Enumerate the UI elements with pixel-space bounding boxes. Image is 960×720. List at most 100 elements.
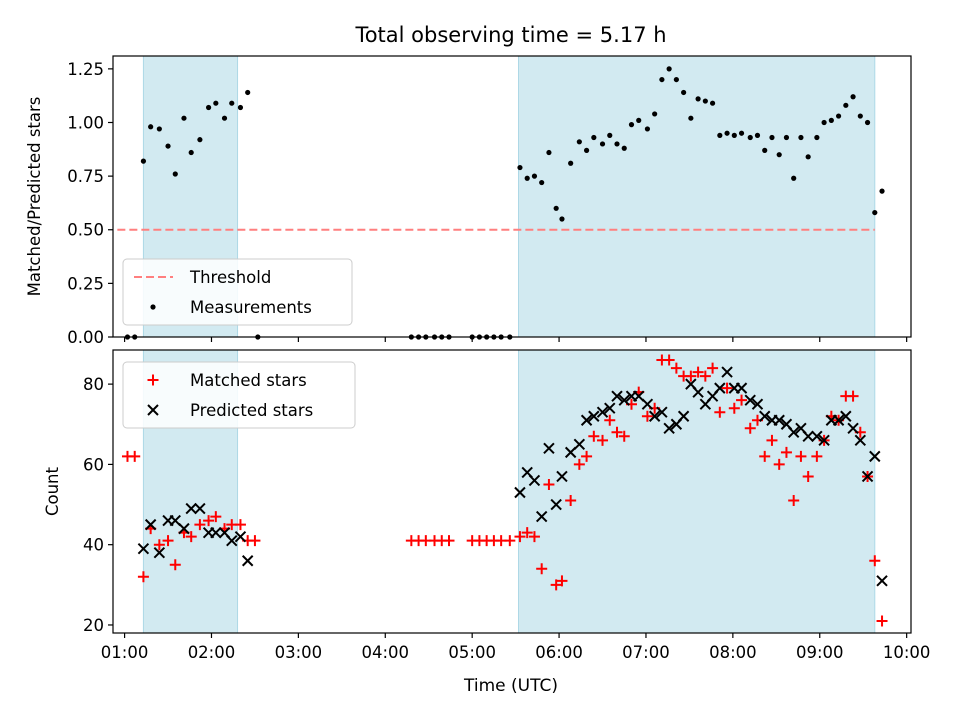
- matched-star-point: [773, 458, 785, 470]
- matched-star-point: [663, 354, 675, 366]
- x-tick-label: 04:00: [361, 643, 409, 662]
- predicted-star-point: [580, 414, 593, 426]
- measurement-point: [798, 134, 804, 141]
- measurement-point: [776, 152, 782, 158]
- measurement-point: [553, 205, 559, 211]
- measurement-point: [659, 76, 665, 83]
- matched-star-point: [869, 555, 881, 567]
- measurement-point: [872, 209, 878, 216]
- matched-star-point: [137, 571, 149, 583]
- y-tick-label: 0.25: [67, 274, 104, 293]
- legend-entry-label: Predicted stars: [190, 401, 313, 420]
- y-tick-label: 40: [83, 536, 104, 555]
- x-tick-label: 09:00: [796, 643, 844, 662]
- matched-star-point: [780, 446, 792, 458]
- matched-star-point: [714, 406, 726, 418]
- matched-star-point: [504, 535, 516, 547]
- matched-star-point: [234, 519, 246, 531]
- measurement-point: [636, 117, 642, 123]
- measurement-point: [599, 141, 606, 147]
- matched-star-point: [588, 430, 600, 442]
- matched-star-point: [550, 579, 562, 591]
- measurement-point: [695, 96, 701, 102]
- measurement-point: [197, 137, 203, 143]
- measurement-point: [709, 100, 716, 106]
- measurement-point: [237, 104, 244, 111]
- measurement-point: [172, 171, 178, 177]
- measurement-point: [843, 102, 849, 108]
- matched-star-point: [847, 390, 859, 402]
- predicted-star-point: [876, 575, 888, 587]
- matched-star-point: [728, 402, 740, 414]
- predicted-star-point: [847, 422, 859, 434]
- predicted-star-point: [573, 438, 586, 451]
- measurement-point: [156, 126, 162, 132]
- predicted-star-point: [633, 390, 645, 402]
- measurement-point: [205, 104, 212, 111]
- matched-star-point: [876, 615, 888, 627]
- predicted-star-point: [550, 498, 562, 511]
- matched-star-point: [802, 470, 814, 482]
- measurement-point: [524, 175, 530, 181]
- y-tick-label: 0.75: [67, 167, 104, 186]
- matched-star-point: [744, 422, 756, 434]
- measurement-point: [857, 113, 863, 119]
- x-axis-label: Time (UTC): [463, 676, 558, 696]
- measurement-point: [614, 141, 620, 147]
- legend-measurements-swatch: [150, 304, 156, 310]
- predicted-star-point: [234, 530, 247, 543]
- matched-star-point: [536, 563, 548, 575]
- predicted-star-point: [178, 522, 190, 535]
- matched-star-point: [766, 434, 778, 446]
- y-tick-label: 60: [83, 455, 104, 474]
- shaded-interval: [518, 349, 876, 634]
- measurement-point: [245, 89, 251, 96]
- predicted-star-point: [241, 555, 254, 567]
- predicted-star-point: [210, 526, 222, 539]
- matched-star-point: [162, 535, 174, 547]
- matched-star-point: [129, 450, 141, 462]
- measurement-point: [621, 145, 627, 151]
- measurement-point: [681, 89, 687, 96]
- predicted-star-point: [854, 434, 867, 447]
- matched-star-point: [597, 434, 609, 446]
- matched-star-point: [721, 382, 733, 394]
- x-tick-label: 06:00: [535, 643, 583, 662]
- predicted-star-point: [802, 430, 814, 443]
- predicted-star-point: [169, 514, 181, 527]
- matched-star-point: [249, 535, 261, 547]
- matched-star-point: [811, 450, 823, 462]
- matched-star-point: [699, 370, 711, 382]
- matched-star-point: [528, 531, 540, 543]
- legend-matched-swatch: [147, 374, 159, 386]
- predicted-star-point: [528, 474, 541, 487]
- predicted-star-point: [663, 422, 675, 434]
- measurement-point: [583, 147, 590, 153]
- x-tick-label: 07:00: [622, 643, 670, 662]
- predicted-star-point: [735, 382, 748, 394]
- predicted-star-point: [535, 510, 548, 523]
- measurement-point: [517, 164, 523, 171]
- matched-star-point: [618, 430, 630, 442]
- matched-star-point: [795, 450, 807, 462]
- matched-star-point: [670, 362, 682, 374]
- measurement-point: [539, 179, 545, 186]
- predicted-star-point: [194, 502, 206, 515]
- measurement-point: [628, 122, 635, 128]
- legend-predicted-swatch: [147, 404, 159, 416]
- measurement-point: [783, 134, 790, 141]
- measurement-point: [546, 149, 552, 156]
- predicted-star-point: [773, 414, 785, 426]
- predicted-star-point: [596, 406, 609, 418]
- measurement-point: [762, 147, 768, 153]
- predicted-star-point: [144, 518, 157, 531]
- matched-star-point: [565, 495, 577, 507]
- measurement-point: [717, 132, 723, 138]
- y-tick-label: 0.00: [67, 328, 104, 347]
- legend-entry-label: Measurements: [190, 298, 312, 317]
- measurement-point: [644, 126, 651, 132]
- matched-star-point: [203, 515, 215, 527]
- measurement-point: [814, 134, 820, 141]
- matched-star-point: [543, 478, 555, 490]
- matched-star-point: [692, 366, 704, 378]
